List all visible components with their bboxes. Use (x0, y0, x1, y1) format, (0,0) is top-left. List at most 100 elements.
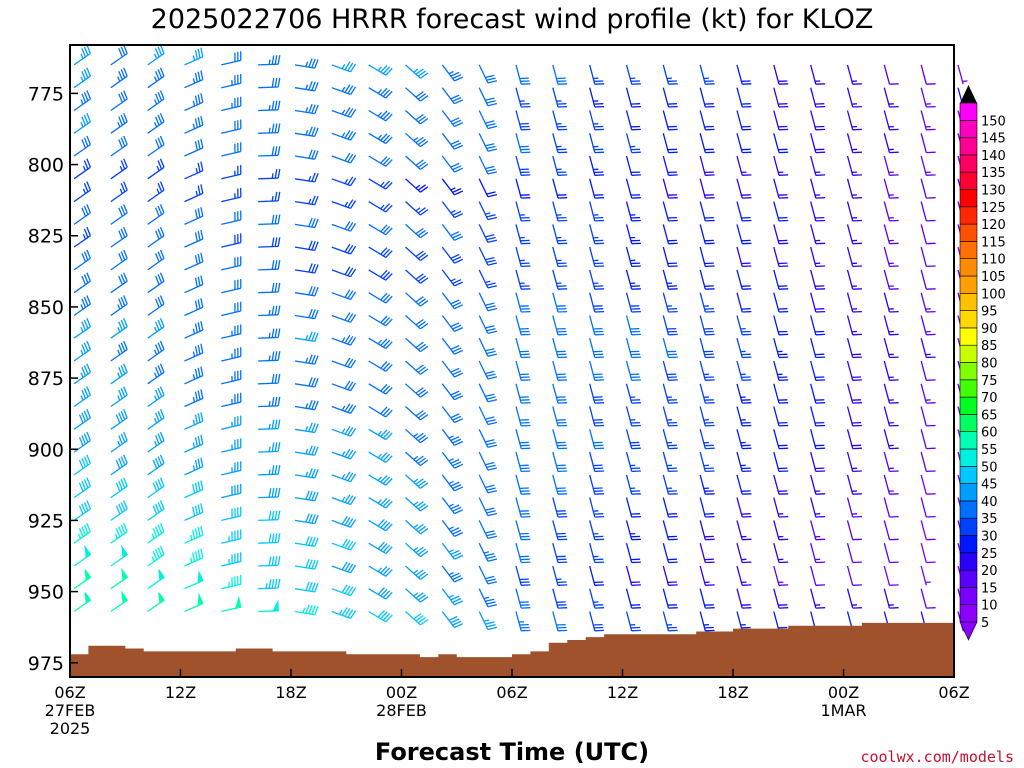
barb-staff (331, 87, 351, 96)
wind-barb (810, 201, 826, 222)
barb-flag (123, 226, 128, 236)
wind-barb (773, 178, 789, 199)
barb-staff (773, 87, 780, 108)
barb-flag (415, 91, 424, 98)
wind-barb (736, 110, 752, 131)
wind-barb (331, 357, 357, 369)
wind-barb (515, 224, 531, 245)
wind-barb (589, 110, 605, 131)
barb-staff (478, 110, 489, 129)
barb-staff (294, 337, 315, 343)
wind-barb (810, 110, 826, 131)
wind-barb (773, 520, 789, 541)
barb-flag (314, 560, 319, 570)
wind-barb (478, 87, 498, 107)
wind-barb (736, 360, 752, 381)
colorbar-swatch (959, 154, 978, 173)
barb-staff (184, 466, 204, 476)
barb-staff (625, 451, 633, 472)
barb-half-flag (302, 607, 306, 614)
barb-flag (314, 423, 319, 433)
barb-staff (294, 200, 315, 206)
barb-flag (120, 205, 126, 215)
barb-flag (347, 244, 354, 254)
barb-flag (308, 559, 313, 569)
barb-flag (197, 527, 201, 537)
wind-barb (405, 474, 429, 489)
x-tick-label: 12Z (165, 683, 196, 702)
barb-pennant (84, 544, 92, 559)
barb-flag (486, 145, 496, 150)
barb-staff (883, 360, 891, 381)
barb-flag (454, 463, 464, 469)
barb-flag (83, 479, 89, 489)
barb-flag (380, 566, 388, 574)
barb-flag (277, 328, 281, 338)
colorbar-label: 75 (981, 374, 998, 389)
barb-staff (736, 178, 743, 199)
barb-flag (200, 343, 204, 354)
wind-barb (331, 334, 357, 346)
barb-half-flag (308, 175, 312, 182)
barb-flag (197, 435, 201, 446)
wind-barb (73, 569, 92, 590)
barb-flag (417, 207, 426, 214)
barb-staff (294, 223, 315, 229)
barb-flag (159, 249, 165, 259)
wind-barb (110, 135, 128, 157)
barb-half-flag (268, 127, 271, 134)
wind-barb (331, 266, 357, 278)
barb-staff (625, 338, 633, 358)
wind-barb (662, 246, 678, 268)
barb-staff (441, 588, 455, 606)
barb-staff (773, 451, 780, 472)
wind-barb (331, 607, 357, 620)
barb-flag (380, 338, 388, 346)
barb-flag (385, 318, 393, 327)
wind-barb (515, 178, 531, 199)
wind-barb (147, 340, 165, 362)
barb-staff (589, 611, 596, 631)
wind-barb (405, 428, 429, 444)
barb-staff (625, 383, 633, 404)
barb-half-flag (195, 167, 198, 174)
barb-half-flag (305, 107, 309, 113)
barb-flag (197, 276, 201, 286)
barb-staff (699, 87, 706, 108)
barb-staff (810, 588, 817, 609)
wind-barb (405, 269, 429, 284)
barb-flag (81, 526, 87, 536)
barb-flag (197, 253, 201, 264)
barb-flag (341, 561, 348, 571)
barb-flag (78, 505, 84, 515)
barb-staff (662, 611, 670, 631)
barb-staff (736, 611, 743, 631)
wind-barb (810, 133, 826, 154)
wind-barb (258, 282, 281, 294)
wind-barb (699, 64, 715, 85)
wind-barb (699, 611, 715, 632)
barb-flag (200, 138, 204, 149)
wind-barb (478, 246, 498, 266)
wind-barb (589, 224, 605, 245)
barb-staff (589, 360, 596, 381)
wind-barb (552, 315, 568, 336)
barb-flag (78, 437, 84, 447)
wind-barb (441, 64, 464, 82)
barb-flag (420, 277, 429, 284)
barb-staff (552, 201, 559, 222)
barb-flag (450, 322, 460, 328)
barb-flag (200, 457, 204, 467)
barb-staff (773, 565, 780, 586)
wind-barb (625, 588, 641, 609)
barb-flag (385, 386, 393, 395)
wind-barb (294, 195, 319, 206)
barb-staff (405, 201, 421, 216)
x-tick-label: 12Z (607, 683, 638, 702)
wind-barb (331, 129, 357, 141)
barb-flag (385, 273, 393, 281)
barb-half-flag (192, 419, 196, 426)
wind-barb (294, 58, 319, 69)
barb-staff (331, 565, 351, 574)
barb-staff (846, 338, 854, 358)
